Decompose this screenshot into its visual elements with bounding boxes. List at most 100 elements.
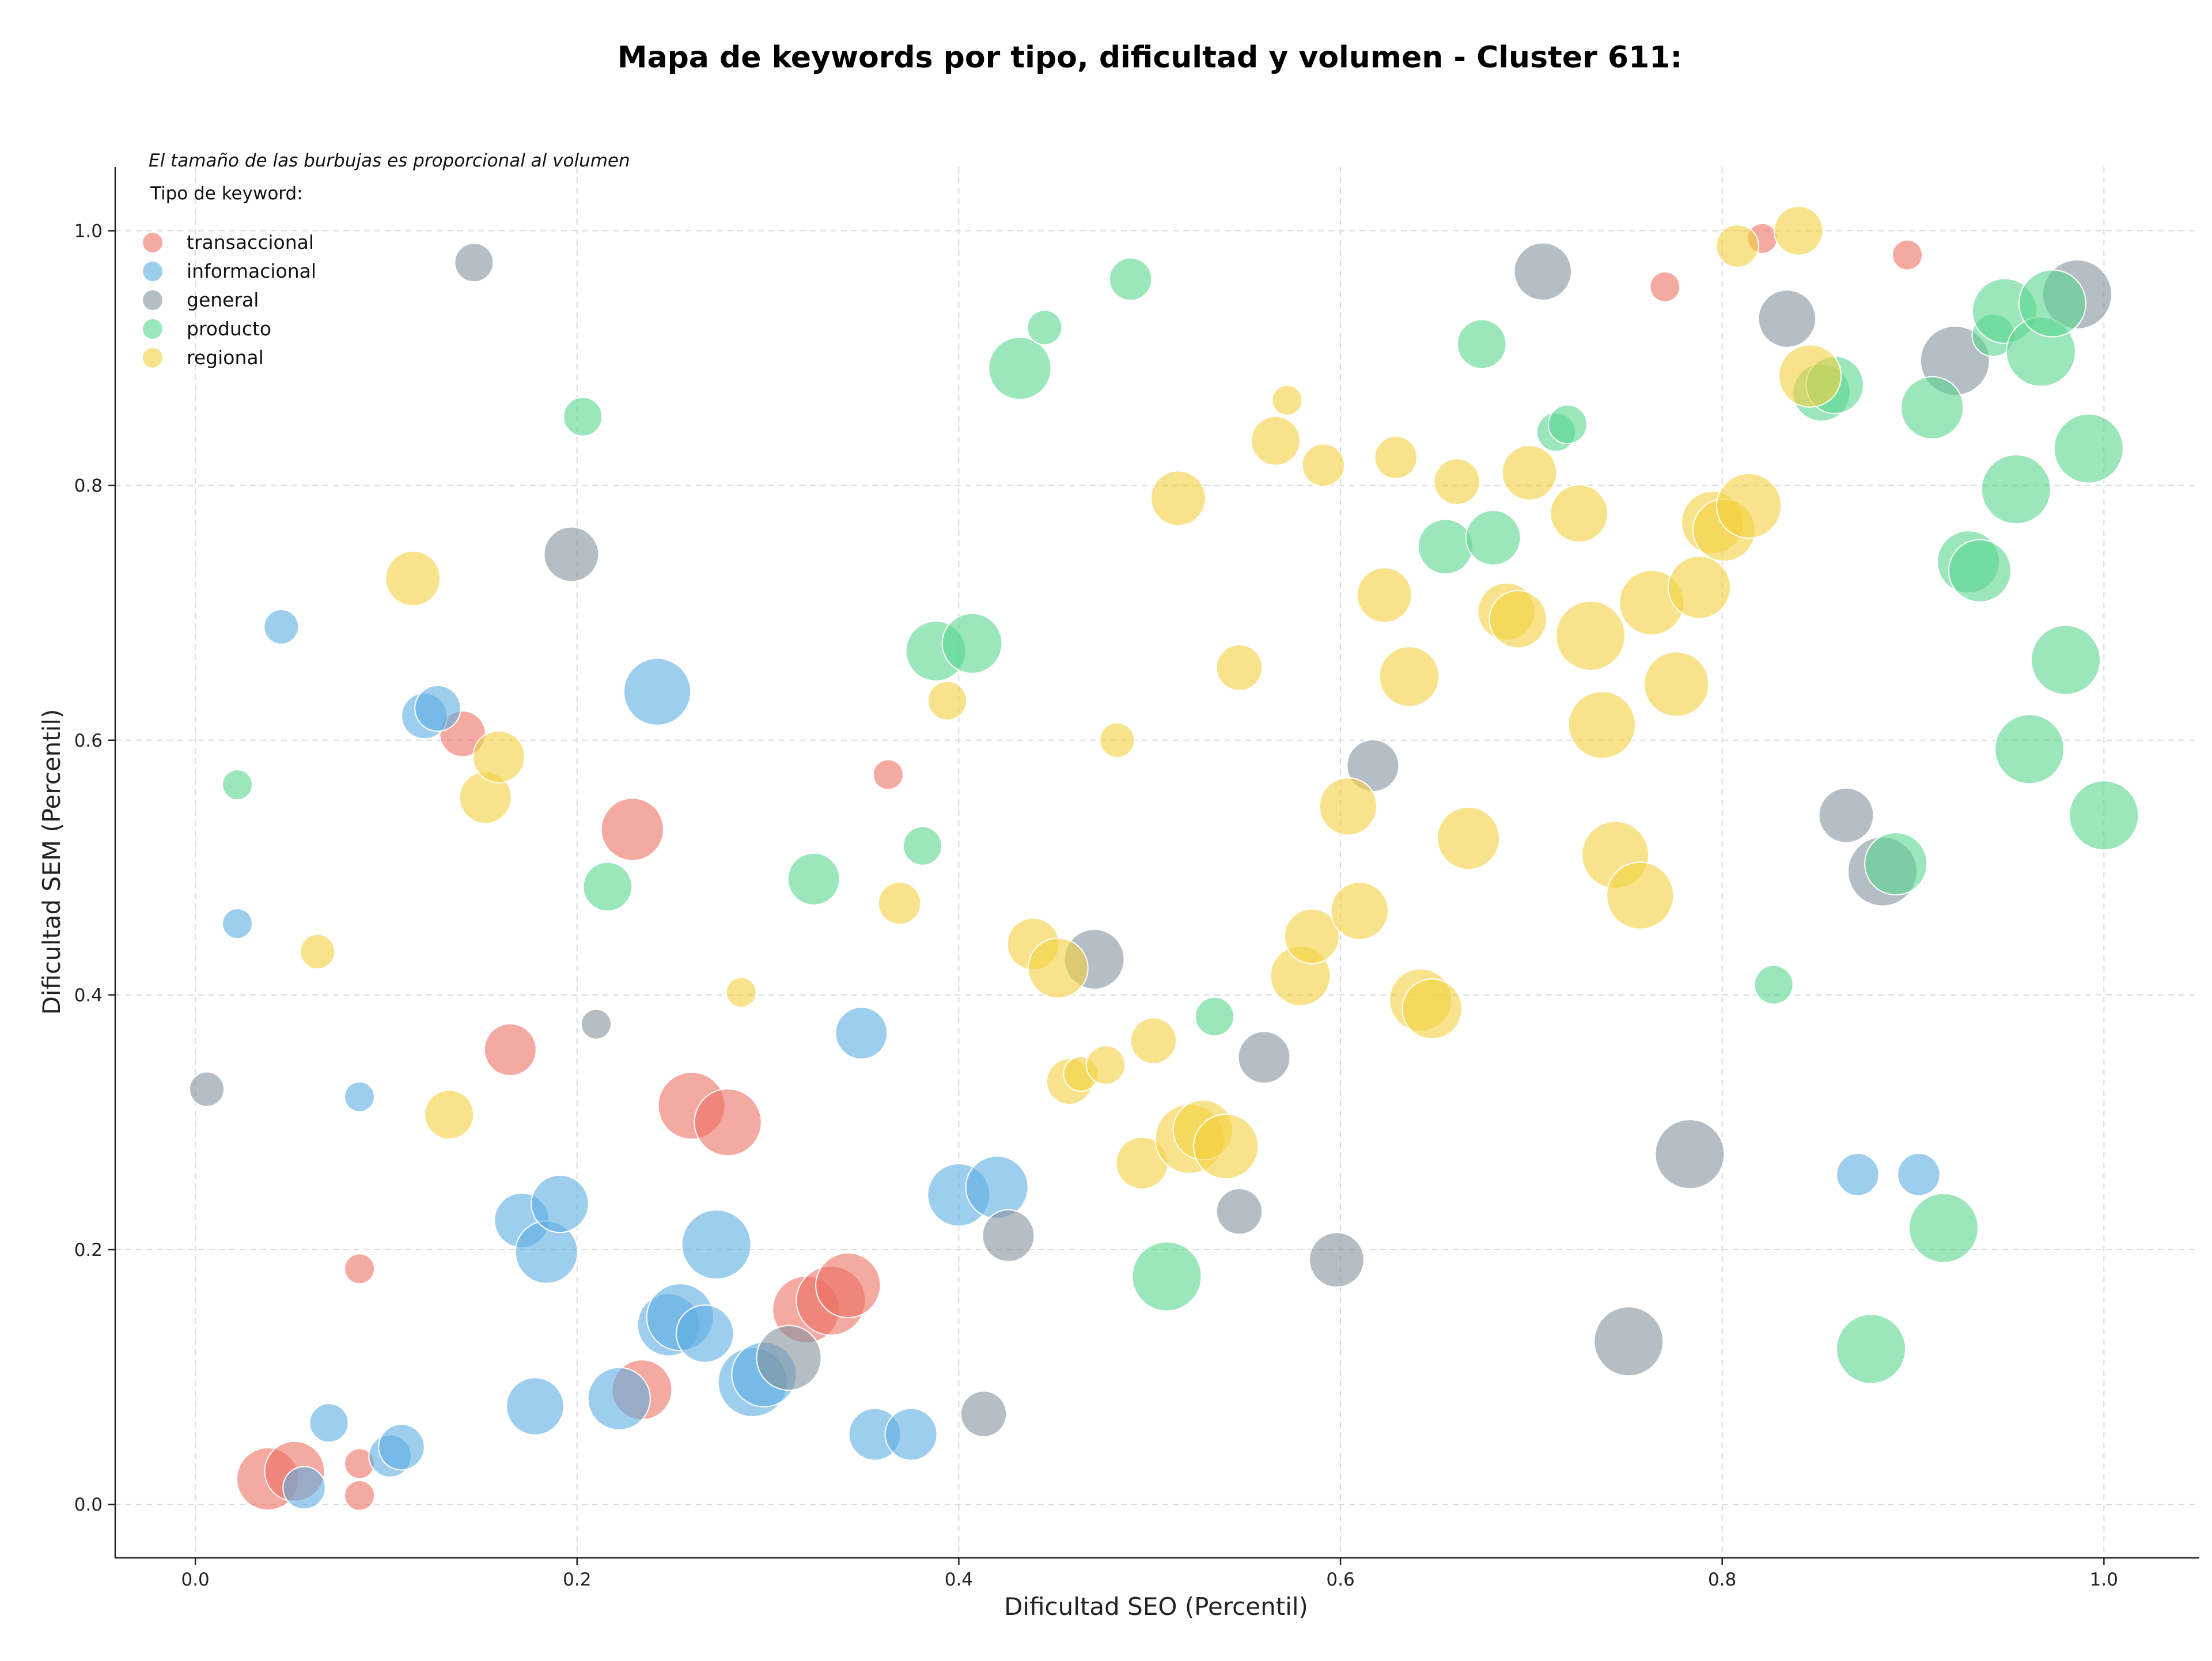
legend-label-general: general bbox=[187, 289, 259, 311]
bubble-regional bbox=[1715, 472, 1782, 539]
x-tick-label: 0.0 bbox=[181, 1569, 209, 1590]
bubble-producto bbox=[563, 396, 603, 437]
bubble-producto bbox=[1465, 509, 1521, 566]
bubble-general bbox=[543, 526, 600, 582]
bubble-informacional bbox=[587, 1367, 651, 1431]
bubble-transaccional bbox=[344, 1480, 376, 1511]
bubble-informacional bbox=[222, 908, 253, 940]
bubble-producto bbox=[2053, 413, 2124, 484]
bubble-producto bbox=[1547, 404, 1588, 445]
legend-title: Tipo de keyword: bbox=[150, 183, 303, 204]
bubble-regional bbox=[1643, 651, 1710, 717]
bubble-general bbox=[580, 1008, 612, 1040]
bubble-regional bbox=[1433, 458, 1480, 505]
bubble-informacional bbox=[263, 609, 300, 645]
bubble-regional bbox=[300, 933, 336, 970]
bubble-producto bbox=[1908, 1193, 1979, 1263]
bubble-regional bbox=[1086, 1045, 1126, 1085]
bubble-regional bbox=[877, 881, 922, 925]
bubble-general bbox=[982, 1209, 1035, 1262]
bubble-regional bbox=[1778, 344, 1842, 408]
y-tick-label: 1.0 bbox=[74, 221, 103, 242]
bubble-producto bbox=[2069, 780, 2139, 851]
bubble-regional bbox=[1330, 881, 1389, 940]
bubble-informacional bbox=[309, 1403, 349, 1443]
bubble-producto bbox=[1194, 996, 1234, 1037]
legend-swatch-producto bbox=[143, 319, 162, 339]
bubble-regional bbox=[1027, 937, 1089, 999]
bubble-regional bbox=[1488, 590, 1547, 649]
legend-label-producto: producto bbox=[187, 317, 271, 340]
bubble-informacional bbox=[344, 1081, 376, 1113]
bubble-regional bbox=[1436, 806, 1501, 871]
bubble-producto bbox=[1417, 519, 1474, 575]
bubble-producto bbox=[902, 826, 943, 866]
bubble-producto bbox=[787, 852, 840, 906]
bubble-regional bbox=[1130, 1017, 1177, 1065]
bubble-regional bbox=[1319, 777, 1378, 836]
legend-label-informacional: informacional bbox=[187, 260, 316, 282]
bubble-informacional bbox=[414, 684, 461, 732]
x-tick-label: 0.4 bbox=[945, 1569, 973, 1590]
bubble-producto bbox=[2031, 625, 2101, 695]
legend-swatch-transaccional bbox=[143, 233, 162, 252]
bubble-producto bbox=[1836, 1314, 1907, 1384]
bubble-regional bbox=[1283, 908, 1340, 964]
bubble-regional bbox=[1550, 484, 1608, 543]
bubble-regional bbox=[1099, 722, 1135, 758]
x-tick-label: 1.0 bbox=[2090, 1569, 2118, 1590]
bubble-informacional bbox=[681, 1209, 752, 1280]
legend-label-regional: regional bbox=[187, 346, 264, 369]
y-axis-label: Dificultad SEM (Percentil) bbox=[37, 709, 66, 1015]
y-tick-label: 0.6 bbox=[74, 731, 103, 751]
x-tick-label: 0.8 bbox=[1708, 1569, 1736, 1590]
bubble-transaccional bbox=[483, 1023, 537, 1076]
x-axis-label: Dificultad SEO (Percentil) bbox=[1004, 1592, 1308, 1621]
bubble-informacional bbox=[531, 1174, 589, 1234]
bubble-regional bbox=[1555, 600, 1626, 671]
bubble-general bbox=[756, 1325, 822, 1391]
bubble-regional bbox=[725, 977, 757, 1008]
bubble-regional bbox=[1374, 436, 1418, 479]
bubble-informacional bbox=[1897, 1152, 1941, 1197]
bubble-informacional bbox=[282, 1466, 326, 1510]
bubble-informacional bbox=[1836, 1152, 1880, 1197]
bubble-producto bbox=[222, 769, 253, 801]
bubble-producto bbox=[1753, 964, 1794, 1005]
y-tick-label: 0.8 bbox=[74, 476, 103, 497]
bubble-general bbox=[1513, 242, 1573, 301]
bubble-producto bbox=[1994, 714, 2065, 785]
bubble-informacional bbox=[676, 1304, 734, 1363]
legend: transaccional informacional general product… bbox=[143, 231, 316, 369]
chart-title: Mapa de keywords por tipo, dificultad y … bbox=[618, 40, 1683, 75]
legend-label-transaccional: transaccional bbox=[187, 231, 314, 253]
y-tick-label: 0.2 bbox=[74, 1240, 103, 1261]
bubble-transaccional bbox=[1649, 271, 1681, 302]
bubble-layer bbox=[189, 206, 2139, 1511]
bubble-informacional bbox=[835, 1007, 888, 1060]
bubble-producto bbox=[988, 336, 1052, 400]
bubble-producto bbox=[1131, 1241, 1202, 1312]
bubble-general bbox=[1593, 1306, 1664, 1377]
bubble-regional bbox=[1193, 1113, 1259, 1180]
bubble-general bbox=[1758, 289, 1817, 348]
bubble-producto bbox=[1027, 309, 1063, 346]
bubble-producto bbox=[941, 612, 1003, 674]
bubble-informacional bbox=[623, 657, 692, 726]
bubble-general bbox=[960, 1390, 1007, 1437]
bubble-regional bbox=[1667, 555, 1732, 619]
x-tick-label: 0.2 bbox=[563, 1569, 591, 1590]
bubble-regional bbox=[1301, 443, 1345, 487]
bubble-regional bbox=[927, 680, 968, 721]
bubble-regional bbox=[1150, 470, 1206, 527]
bubble-regional bbox=[1356, 567, 1412, 623]
bubble-regional bbox=[385, 550, 441, 607]
bubble-transaccional bbox=[344, 1253, 376, 1285]
bubble-regional bbox=[1773, 206, 1824, 256]
bubble-transaccional bbox=[600, 797, 664, 861]
legend-swatch-regional bbox=[143, 348, 162, 368]
bubble-producto bbox=[1948, 539, 2012, 603]
bubble-producto bbox=[1980, 454, 2051, 525]
bubble-regional bbox=[1402, 978, 1463, 1040]
